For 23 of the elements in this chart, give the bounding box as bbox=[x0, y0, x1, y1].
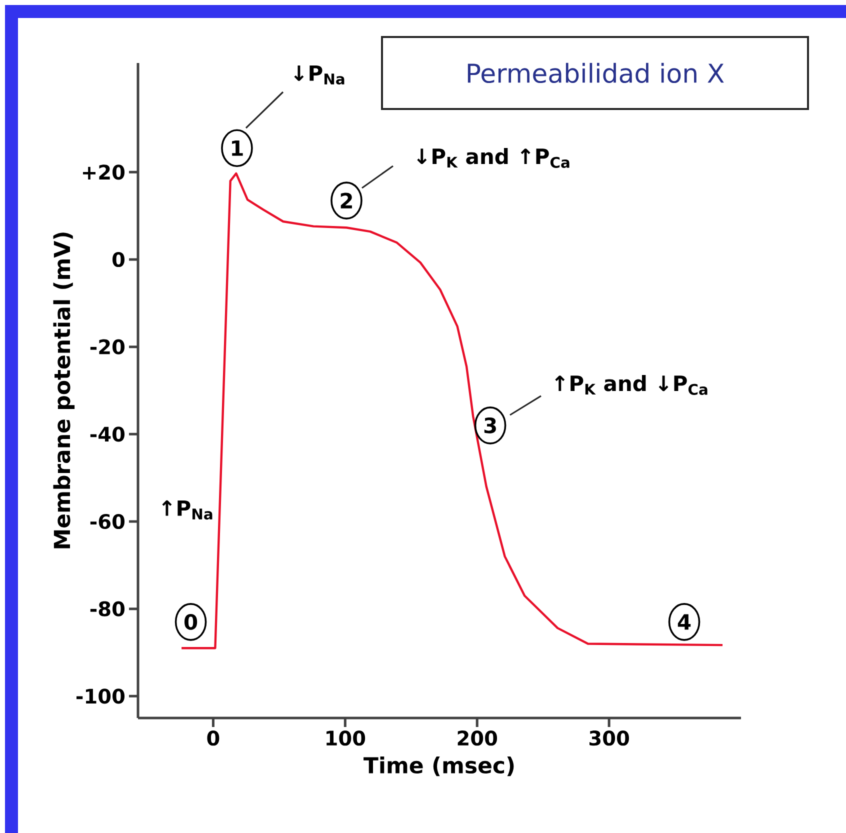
x-tick-label: 200 bbox=[458, 730, 498, 746]
annotation: ↑P$_{K}$ and ↓P$_{Ca}$ bbox=[555, 375, 708, 395]
x-tick-label: 0 bbox=[207, 730, 220, 746]
annotation: 4 bbox=[678, 614, 691, 630]
y-tick-label: +20 bbox=[82, 164, 125, 180]
annotation: 1 bbox=[232, 140, 243, 156]
y-tick-label: -80 bbox=[90, 601, 125, 616]
y-tick-label: -20 bbox=[90, 339, 125, 354]
annotation: ↓P$_{K}$ and ↑P$_{Ca}$ bbox=[417, 148, 570, 168]
y-axis-title: Membrane potential (mV) bbox=[53, 232, 75, 548]
x-tick-label: 100 bbox=[326, 730, 366, 746]
annotation: 3 bbox=[484, 417, 496, 434]
y-tick-label: 0 bbox=[112, 252, 125, 268]
annotation: ↓P$_{Na}$ bbox=[294, 65, 344, 85]
chart-title: Permeabilidad ion X bbox=[468, 62, 724, 84]
y-tick-label: -60 bbox=[90, 514, 125, 530]
annotation: 2 bbox=[340, 192, 352, 208]
annotation: ↑P$_{Na}$ bbox=[162, 500, 212, 520]
y-tick-label: -40 bbox=[90, 426, 125, 442]
annotation: 0 bbox=[184, 614, 198, 630]
y-tick-label: -100 bbox=[76, 688, 125, 704]
x-tick-label: 300 bbox=[590, 730, 629, 746]
x-axis-title: Time (msec) bbox=[364, 756, 514, 776]
